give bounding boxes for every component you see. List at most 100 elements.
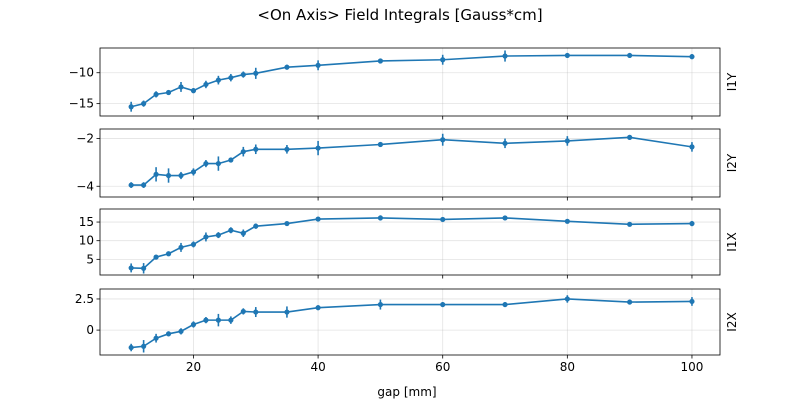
- y-tick-label: 10: [79, 234, 94, 248]
- data-point: [141, 343, 147, 349]
- data-point: [128, 182, 134, 188]
- subplot-i2x: 20 40 60 80 100 0 2.5 I2X: [75, 288, 739, 374]
- data-point: [141, 101, 147, 107]
- data-point: [689, 298, 695, 305]
- data-point: [377, 301, 384, 308]
- data-point: [564, 138, 570, 144]
- data-point: [153, 254, 159, 260]
- data-point: [128, 104, 134, 110]
- data-point: [564, 296, 570, 302]
- plot-frame: [99, 208, 721, 276]
- y-axis-label: I1Y: [725, 72, 739, 91]
- data-point: [440, 137, 446, 143]
- data-point: [203, 81, 209, 88]
- series-line: [131, 217, 692, 270]
- data-point: [627, 299, 633, 305]
- data-point: [502, 301, 508, 308]
- data-point: [284, 64, 290, 70]
- subplot-i1y: −15 −10 I1Y: [69, 47, 739, 120]
- x-tick-label: 60: [435, 360, 450, 374]
- data-point: [203, 317, 209, 323]
- plot-frame: [99, 47, 721, 117]
- data-point: [564, 52, 570, 59]
- series-line: [130, 54, 692, 108]
- y-tick-label: −15: [69, 97, 94, 111]
- subplot-i1x: 5 10 15 I1X: [79, 208, 739, 279]
- data-point: [178, 244, 184, 251]
- data-point: [627, 221, 633, 227]
- data-point: [141, 182, 147, 188]
- data-point: [502, 140, 508, 146]
- data-point: [153, 171, 159, 177]
- data-point: [627, 52, 633, 59]
- data-point: [627, 134, 633, 140]
- data-point: [228, 227, 234, 233]
- series-line: [131, 136, 693, 186]
- data-point: [240, 71, 246, 78]
- plot-frame: [99, 128, 721, 198]
- y-tick-label: 2.5: [75, 292, 94, 306]
- data-point: [315, 216, 321, 222]
- data-point: [689, 54, 695, 60]
- data-point: [440, 57, 446, 63]
- data-point: [215, 77, 221, 83]
- data-point: [564, 218, 570, 224]
- subplots: −15 −10 I1Y −4 −2 I2Y 5 10 15 I1X 20 40 60 80 100 0 2.5 I…: [69, 47, 739, 374]
- data-point: [190, 241, 197, 248]
- data-point: [240, 230, 246, 236]
- y-tick-label: 15: [79, 215, 94, 229]
- data-point: [153, 335, 159, 341]
- data-point: [502, 215, 508, 221]
- data-point: [502, 53, 508, 59]
- data-point: [228, 317, 234, 323]
- data-point: [240, 308, 246, 315]
- data-point: [315, 305, 321, 311]
- y-tick-label: 0: [86, 323, 94, 337]
- subplot-i2y: −4 −2 I2Y: [76, 128, 739, 201]
- data-point: [165, 251, 172, 257]
- data-point: [315, 145, 321, 151]
- data-point: [689, 144, 695, 150]
- plot-frame: [99, 288, 721, 356]
- data-point: [190, 321, 197, 328]
- x-tick-label: 20: [186, 360, 201, 374]
- data-point: [228, 157, 234, 163]
- data-point: [284, 146, 290, 152]
- data-point: [253, 309, 259, 315]
- y-tick-label: −2: [76, 132, 94, 146]
- series-line: [131, 298, 692, 349]
- data-point: [240, 149, 246, 155]
- data-point: [153, 91, 159, 97]
- data-point: [215, 232, 221, 238]
- data-point: [203, 234, 209, 240]
- data-point: [689, 220, 695, 227]
- data-point: [190, 169, 197, 175]
- data-point: [141, 265, 147, 271]
- data-point: [178, 328, 184, 334]
- data-point: [253, 223, 259, 229]
- x-axis-label: gap [mm]: [377, 385, 436, 399]
- data-point: [165, 172, 172, 179]
- y-tick-label: −10: [69, 66, 94, 80]
- data-point: [203, 160, 209, 167]
- data-point: [165, 89, 172, 96]
- data-point: [178, 84, 184, 90]
- data-point: [440, 301, 446, 308]
- data-point: [178, 172, 184, 179]
- data-point: [190, 88, 197, 94]
- y-axis-label: I2Y: [725, 153, 739, 172]
- data-point: [215, 160, 221, 167]
- data-point: [215, 317, 221, 323]
- y-axis-label: I1X: [725, 232, 739, 251]
- figure-title: <On Axis> Field Integrals [Gauss*cm]: [257, 6, 542, 24]
- data-point: [253, 146, 259, 152]
- data-point: [440, 216, 446, 223]
- data-point: [165, 331, 172, 337]
- data-point: [377, 215, 384, 221]
- data-point: [128, 265, 134, 271]
- y-tick-label: −4: [76, 179, 94, 193]
- y-tick-label: 5: [86, 252, 94, 266]
- x-tick-label: 80: [560, 360, 575, 374]
- data-point: [377, 141, 384, 148]
